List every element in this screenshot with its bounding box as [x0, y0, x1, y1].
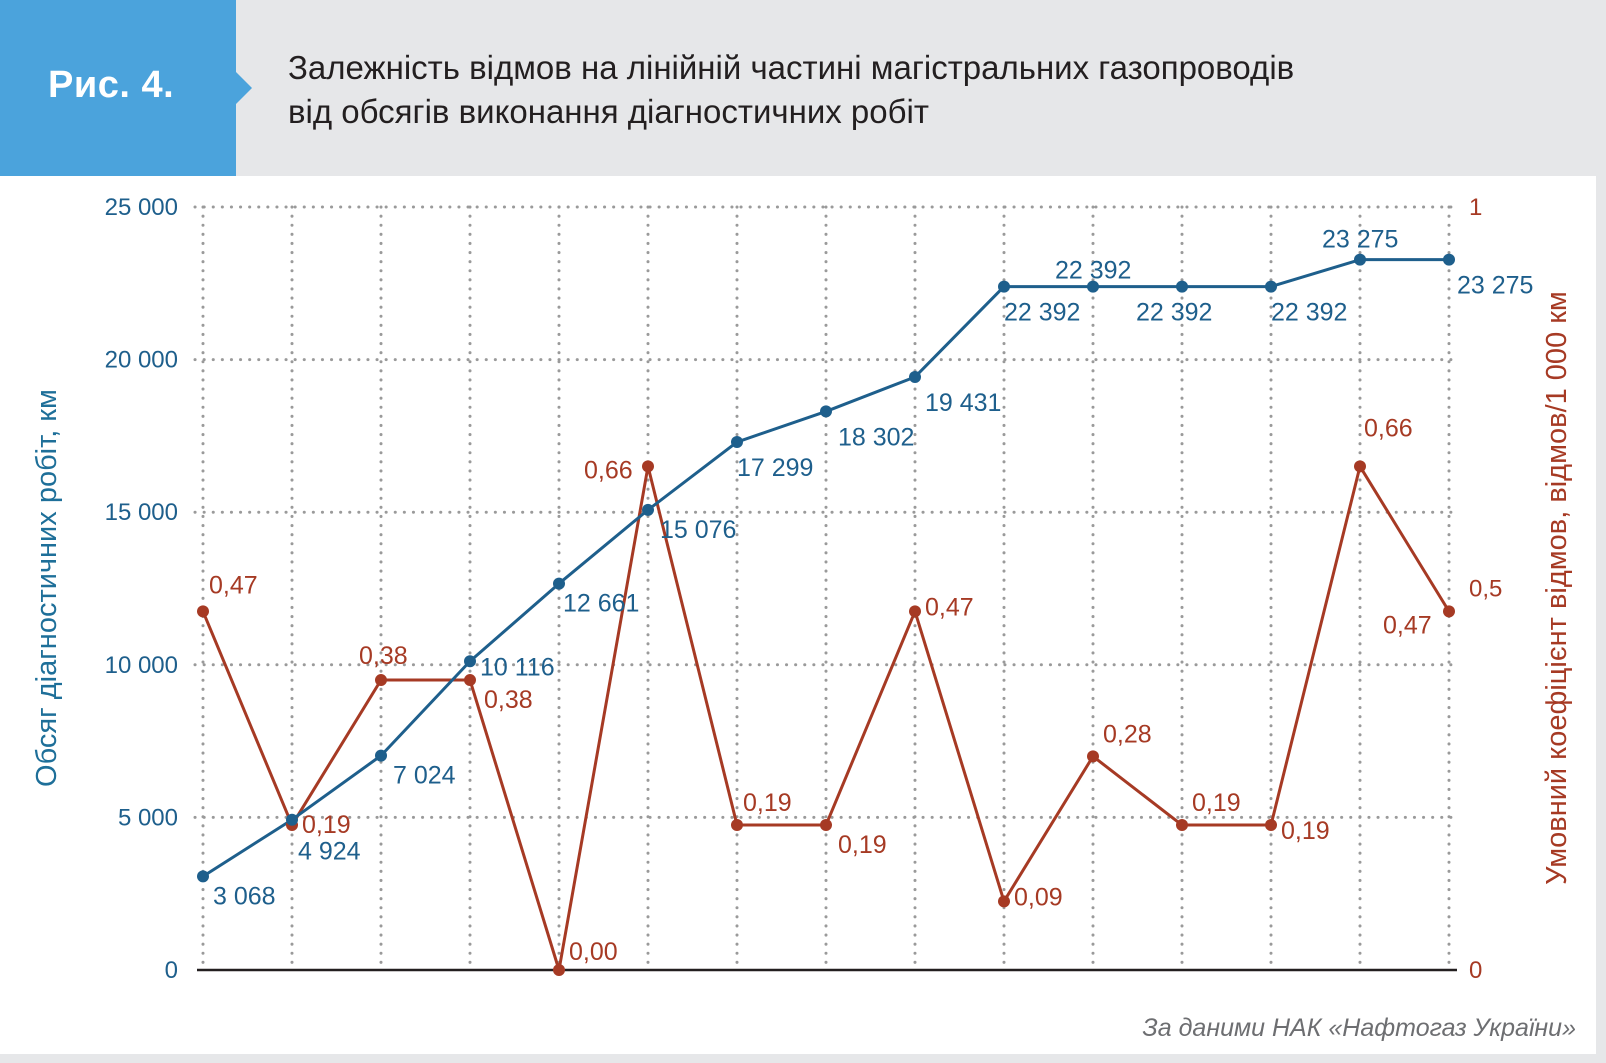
- failure-rate-label: 0,66: [1364, 414, 1413, 442]
- failure-rate-label: 0,00: [569, 938, 618, 966]
- diagnostics-volume-label: 18 302: [838, 423, 914, 451]
- failure-rate-point: [909, 605, 921, 618]
- failure-rate-point: [1087, 750, 1099, 763]
- figure-header: Рис. 4. Залежність відмов на лінійній ча…: [0, 0, 1606, 176]
- failure-rate-label: 0,19: [302, 811, 351, 839]
- diagnostics-volume-label: 7 024: [393, 762, 456, 790]
- diagnostics-volume-point: [286, 813, 298, 826]
- left-tick-label: 5 000: [118, 804, 178, 831]
- chart-panel: [0, 176, 1596, 1054]
- failure-rate-label: 0,47: [925, 593, 974, 621]
- left-axis-title: Обсяг діагностичних робіт, км: [31, 389, 63, 787]
- diagnostics-volume-label: 22 392: [1055, 257, 1131, 285]
- failure-rate-line: [201, 464, 1451, 972]
- failure-rate-label: 0,19: [1192, 789, 1241, 817]
- labels-layer: 3 068 4 924 7 024 10 116 12 661 15 076 17 299 1…: [209, 226, 1533, 966]
- grid-layer: [193, 205, 1459, 972]
- diagnostics-volume-point: [731, 436, 743, 449]
- failure-rate-label: 0,47: [1383, 611, 1432, 639]
- left-tick-label: 25 000: [105, 194, 178, 221]
- diagnostics-volume-label: 15 076: [660, 516, 736, 544]
- diagnostics-volume-label: 23 275: [1457, 272, 1533, 300]
- right-tick-label: 1: [1469, 194, 1482, 221]
- diagnostics-volume-label: 10 116: [480, 653, 555, 681]
- left-tick-label: 20 000: [105, 347, 178, 374]
- failure-rate-label: 0,09: [1014, 883, 1063, 911]
- diagnostics-volume-label: 17 299: [737, 454, 813, 482]
- diagnostics-volume-label: 22 392: [1136, 299, 1212, 327]
- series-layer: [197, 253, 1455, 976]
- failure-rate-point: [1176, 819, 1188, 832]
- figure-title-line-2: від обсягів виконання діагностичних робі…: [288, 93, 929, 130]
- diagnostics-volume-label: 22 392: [1004, 299, 1080, 327]
- failure-rate-label: 0,38: [484, 686, 533, 714]
- diagnostics-volume-point: [553, 577, 565, 590]
- failure-rate-label: 0,19: [838, 831, 887, 859]
- failure-rate-point: [1265, 819, 1277, 832]
- diagnostics-volume-point: [1176, 280, 1188, 293]
- right-axis-title: Умовний коефіцієнт відмов, відмов/1 000 …: [1541, 291, 1573, 885]
- diagnostics-volume-point: [1354, 253, 1366, 266]
- failure-rate-point: [464, 674, 476, 687]
- diagnostics-volume-point: [998, 280, 1010, 293]
- failure-rate-point: [553, 964, 565, 976]
- diagnostics-volume-label: 4 924: [298, 838, 361, 866]
- left-tick-label: 15 000: [105, 499, 178, 526]
- diagnostics-volume-point: [375, 749, 387, 762]
- failure-rate-point: [998, 895, 1010, 908]
- figure-number-badge: Рис. 4.: [0, 0, 254, 176]
- diagnostics-volume-point: [909, 370, 921, 383]
- failure-rate-point: [642, 460, 654, 473]
- diagnostics-volume-point: [1087, 280, 1099, 293]
- failure-rate-point: [820, 819, 832, 832]
- failure-rate-point: [197, 605, 209, 618]
- failure-rate-label: 0,19: [743, 789, 792, 817]
- diagnostics-volume-label: 12 661: [563, 590, 639, 618]
- diagnostics-volume-point: [1443, 253, 1455, 266]
- failure-rate-point: [1443, 605, 1455, 618]
- figure-number: Рис. 4.: [48, 64, 175, 106]
- right-tick-label: 0,5: [1469, 576, 1502, 603]
- diagnostics-volume-label: 22 392: [1271, 299, 1347, 327]
- left-tick-label: 10 000: [105, 652, 178, 679]
- failure-rate-label: 0,19: [1281, 817, 1330, 845]
- diagnostics-volume-point: [464, 655, 476, 668]
- right-tick-label: 0: [1469, 957, 1482, 984]
- diagnostics-volume-point: [1265, 280, 1277, 293]
- failure-rate-label: 0,47: [209, 571, 258, 599]
- figure-title: Залежність відмов на лінійній частині ма…: [288, 46, 1538, 134]
- failure-rate-point: [731, 819, 743, 832]
- failure-rate-label: 0,38: [359, 642, 408, 670]
- axes-layer: 0 5 000 10 000 15 000 20 000 25 000 0 0,5 1 Обсяг…: [31, 194, 1573, 984]
- diagnostics-volume-label: 19 431: [925, 389, 1001, 417]
- failure-rate-label: 0,28: [1103, 720, 1152, 748]
- failure-rate-point: [1354, 460, 1366, 473]
- figure-title-line-1: Залежність відмов на лінійній частині ма…: [288, 49, 1295, 86]
- diagnostics-volume-label: 23 275: [1322, 226, 1398, 254]
- failure-rate-label: 0,66: [584, 456, 633, 484]
- failure-rate-point: [375, 674, 387, 687]
- diagnostics-volume-point: [642, 503, 654, 516]
- diagnostics-volume-label: 3 068: [213, 882, 276, 910]
- source-note: За даними НАК «Нафтогаз України»: [1142, 1014, 1576, 1042]
- diagnostics-volume-point: [820, 405, 832, 418]
- left-tick-label: 0: [165, 957, 178, 984]
- diagnostics-volume-point: [197, 870, 209, 883]
